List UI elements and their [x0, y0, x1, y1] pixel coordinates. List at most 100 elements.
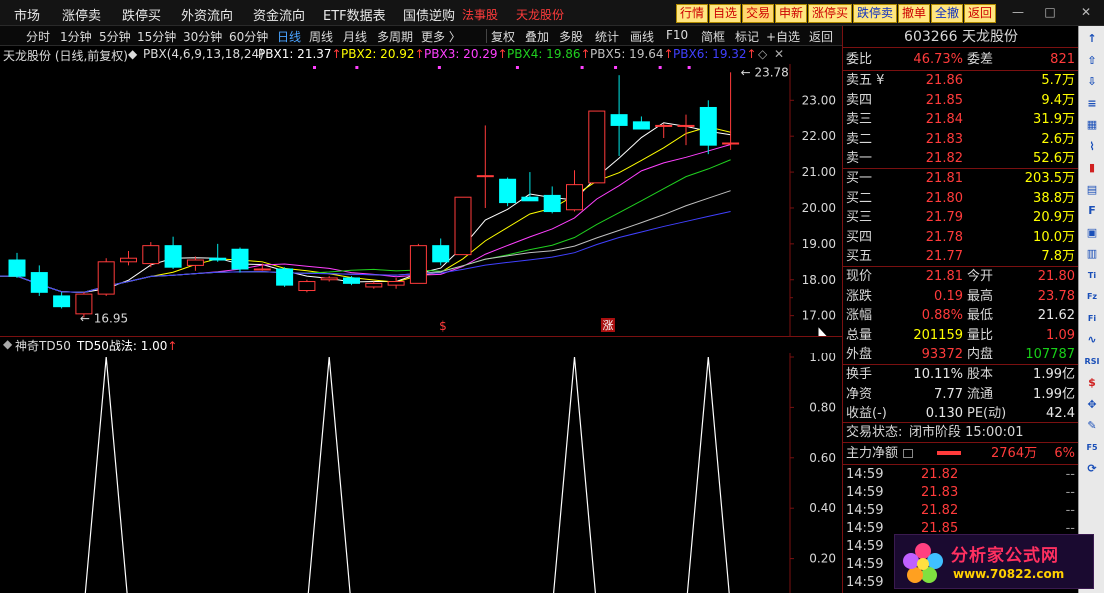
- tool-adjust[interactable]: 复权: [491, 30, 516, 44]
- pencil-icon[interactable]: ✎: [1087, 419, 1097, 432]
- fundamental-row: 换手 10.11% 股本 1.99亿: [843, 365, 1079, 384]
- bid-label: 买四: [846, 229, 873, 245]
- fundamental-label: 流通: [967, 386, 994, 402]
- indicator-tick-label: 0.80: [809, 400, 836, 414]
- dropdown-icon[interactable]: ◆: [128, 47, 138, 61]
- tick-time: 14:59: [846, 485, 884, 500]
- quote-button[interactable]: 行情: [676, 4, 709, 23]
- down-arrow-outline-icon[interactable]: ⇩: [1087, 75, 1097, 88]
- candle-body: [209, 257, 227, 261]
- window-close-icon[interactable]: ✕: [1080, 5, 1092, 19]
- period-15min[interactable]: 15分钟: [137, 30, 177, 44]
- period-monthly[interactable]: 月线: [343, 30, 368, 44]
- indicator-tick-label: 0.60: [809, 451, 836, 465]
- menu-limit-up-sell[interactable]: 涨停卖: [62, 9, 102, 24]
- candle-body: [142, 245, 160, 265]
- indicator-name[interactable]: PBX(4,6,9,13,18,24): [143, 47, 264, 61]
- period-60min[interactable]: 60分钟: [229, 30, 269, 44]
- candle: [610, 75, 628, 156]
- doc-icon[interactable]: ▥: [1086, 247, 1098, 260]
- tool-add-watchlist[interactable]: +自选: [766, 30, 801, 44]
- fundamental-row: 净资 7.77 流通 1.99亿: [843, 385, 1079, 404]
- wave-icon[interactable]: ∿: [1087, 333, 1097, 346]
- fiz-icon[interactable]: Fz: [1086, 292, 1098, 301]
- period-multi[interactable]: 多周期: [377, 30, 414, 44]
- list-icon[interactable]: ≡: [1087, 96, 1097, 110]
- tool-mark[interactable]: 标记: [735, 30, 760, 44]
- fundamental-label: 股本: [967, 367, 994, 382]
- header-stock-name: 天龙股份: [516, 8, 565, 22]
- tick-row: 14:59 21.85 --: [843, 519, 1079, 537]
- window-minimize-icon[interactable]: —: [1012, 5, 1024, 19]
- tool-multi-stock[interactable]: 多股: [559, 30, 584, 44]
- ipo-button[interactable]: 申新: [775, 4, 808, 23]
- signal-dot: [580, 66, 584, 69]
- menu-limit-down-buy[interactable]: 跌停买: [122, 9, 162, 24]
- period-weekly[interactable]: 周线: [309, 30, 334, 44]
- tool-statistics[interactable]: 统计: [595, 30, 620, 44]
- f5-icon[interactable]: F5: [1086, 442, 1098, 452]
- period-5min[interactable]: 5分钟: [99, 30, 131, 44]
- trade-button[interactable]: 交易: [742, 4, 775, 23]
- bid-price: 21.79: [925, 210, 963, 226]
- candle-body: [231, 248, 249, 270]
- period-daily[interactable]: 日线: [277, 30, 302, 44]
- diamond-icon[interactable]: ◇: [758, 47, 768, 61]
- dollar-icon[interactable]: $: [1088, 376, 1096, 389]
- tool-overlay[interactable]: 叠加: [525, 30, 550, 44]
- candle: [276, 267, 294, 287]
- bid-price: 21.77: [925, 249, 963, 265]
- period-1min[interactable]: 1分钟: [60, 30, 92, 44]
- up-arrow-outline-icon[interactable]: ⇧: [1087, 53, 1097, 67]
- limit-up-buy-button[interactable]: 涨停买: [808, 4, 853, 23]
- stat-row: 现价 21.81 今开 21.80: [843, 267, 1079, 286]
- menu-fund-flow[interactable]: 资金流向: [253, 9, 306, 24]
- indicator-tick-label: 0.40: [809, 501, 836, 515]
- close-indicator-icon[interactable]: ✕: [774, 47, 785, 61]
- candlestick-chart[interactable]: 23.00 22.00 21.00 20.00 19.00 18.00 17.00 ← 23.…: [0, 64, 842, 336]
- fi-icon[interactable]: Fi: [1087, 313, 1097, 323]
- indicator-panel-name[interactable]: 神奇TD50: [15, 339, 71, 353]
- quote-separator: [843, 266, 1079, 267]
- refresh-icon[interactable]: ⟳: [1087, 462, 1097, 475]
- td50-indicator-chart[interactable]: 1.00 0.80 0.60 0.40 0.20: [0, 353, 842, 593]
- tool-back[interactable]: 返回: [809, 30, 834, 44]
- menu-etf-table[interactable]: ETF数据表: [323, 9, 386, 24]
- stat-label: 最低: [967, 308, 994, 324]
- indicator-dropdown-icon[interactable]: ◆: [3, 337, 13, 351]
- watchlist-button[interactable]: 自选: [709, 4, 742, 23]
- flow-list-icon[interactable]: [903, 449, 913, 458]
- ask-volume: 5.7万: [1041, 73, 1075, 88]
- tool-draw-line[interactable]: 画线: [630, 30, 655, 44]
- grid-icon[interactable]: ▦: [1086, 118, 1098, 131]
- candle-icon[interactable]: ▮: [1088, 161, 1096, 174]
- chart-icon[interactable]: ⌇: [1089, 139, 1095, 153]
- move-icon[interactable]: ✥: [1087, 397, 1097, 411]
- period-30min[interactable]: 30分钟: [183, 30, 223, 44]
- news-icon[interactable]: ▣: [1086, 225, 1098, 239]
- cancel-order-button[interactable]: 撤单: [898, 4, 931, 23]
- cancel-all-button[interactable]: 全撤: [931, 4, 964, 23]
- menu-foreign-flow[interactable]: 外资流向: [181, 9, 234, 24]
- menu-market[interactable]: 市场: [14, 9, 41, 24]
- table-icon[interactable]: ▤: [1086, 182, 1098, 196]
- signal-dot: [515, 66, 519, 69]
- back-button[interactable]: 返回: [964, 4, 997, 23]
- period-timeshare[interactable]: 分时: [26, 30, 51, 44]
- up-arrow-icon[interactable]: ↑: [1087, 32, 1097, 45]
- tick-time: 14:59: [846, 521, 884, 536]
- tick-icon[interactable]: Ti: [1087, 270, 1097, 280]
- candle: [30, 265, 48, 296]
- period-more[interactable]: 更多 〉: [421, 30, 461, 44]
- tool-simple-frame[interactable]: 简框: [701, 30, 726, 44]
- tick-row: 14:59 21.83 --: [843, 483, 1079, 501]
- window-maximize-icon[interactable]: □: [1044, 5, 1056, 19]
- tool-f10[interactable]: F10: [666, 28, 689, 42]
- rsi-icon[interactable]: RSI: [1084, 356, 1100, 366]
- f10-icon[interactable]: F: [1088, 204, 1096, 217]
- limit-down-sell-button[interactable]: 跌停卖: [853, 4, 898, 23]
- tick-row: 14:59: [843, 573, 1079, 591]
- menu-repo[interactable]: 国债逆购: [403, 9, 456, 24]
- limit-up-marker-bg: [600, 318, 615, 332]
- candle: [699, 100, 717, 155]
